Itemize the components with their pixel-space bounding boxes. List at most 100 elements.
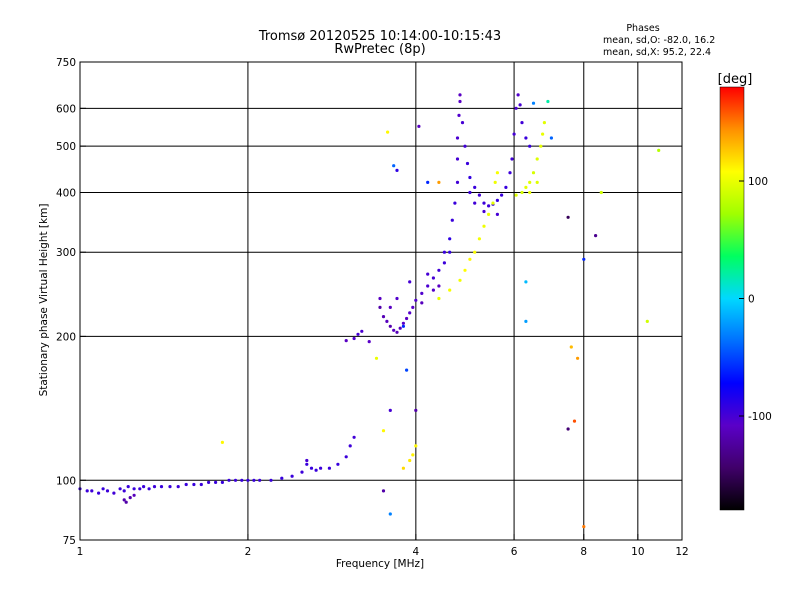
data-point <box>381 489 386 493</box>
colorbar-tick-label: -100 <box>748 411 772 423</box>
data-point <box>448 237 452 241</box>
data-point <box>541 132 545 136</box>
x-axis-label: Frequency [MHz] <box>336 558 424 570</box>
data-point <box>495 198 499 202</box>
data-point <box>105 489 110 493</box>
data-point <box>381 429 386 433</box>
data-point <box>124 500 128 504</box>
data-point <box>518 103 522 107</box>
data-point <box>112 491 116 495</box>
data-point <box>531 101 536 105</box>
data-point <box>516 93 520 97</box>
data-point <box>392 328 396 332</box>
data-point <box>220 480 224 484</box>
data-point <box>199 482 203 487</box>
data-point <box>132 487 136 491</box>
data-point <box>356 332 360 336</box>
data-point <box>569 345 573 349</box>
data-point <box>528 180 532 184</box>
data-point <box>437 284 441 288</box>
data-point <box>482 209 486 214</box>
data-point <box>431 276 435 280</box>
data-point <box>147 487 151 491</box>
data-point <box>344 455 348 459</box>
data-point <box>352 435 356 439</box>
data-point <box>408 280 412 284</box>
data-point <box>192 482 196 487</box>
data-point <box>535 157 539 161</box>
data-point <box>381 315 386 319</box>
data-point <box>512 132 516 136</box>
data-point <box>386 130 390 134</box>
data-point <box>280 476 284 480</box>
data-point <box>207 480 211 484</box>
chart-title: Tromsø 20120525 10:14:00-10:15:43 <box>258 29 501 44</box>
data-point <box>408 311 412 315</box>
data-point <box>594 234 598 238</box>
data-point <box>309 466 314 470</box>
data-point <box>450 218 454 222</box>
data-point <box>539 144 543 148</box>
data-point <box>417 124 421 128</box>
data-point <box>426 284 430 288</box>
data-point <box>437 180 441 184</box>
data-point <box>458 99 462 104</box>
x-tick-label: 12 <box>675 546 688 558</box>
data-point <box>549 136 554 140</box>
x-tick-label: 10 <box>631 546 644 558</box>
data-point <box>448 250 452 254</box>
data-point <box>448 288 452 292</box>
data-point <box>528 190 532 195</box>
data-point <box>305 458 309 463</box>
data-point <box>524 280 528 284</box>
y-tick-label: 300 <box>56 247 76 259</box>
data-point <box>300 470 304 474</box>
data-point <box>508 171 512 175</box>
data-point <box>411 453 415 457</box>
data-point <box>378 305 382 309</box>
data-point <box>97 491 101 495</box>
data-point <box>405 368 409 372</box>
data-point <box>458 278 462 282</box>
data-point <box>252 478 256 482</box>
data-point <box>599 190 603 195</box>
colorbar-ticks: 100 0 -100 <box>739 176 772 423</box>
x-tick-label: 2 <box>245 546 252 558</box>
data-point <box>152 485 157 489</box>
data-point <box>576 356 580 360</box>
data-point <box>465 161 470 166</box>
data-point <box>457 113 461 117</box>
data-point <box>85 489 89 493</box>
data-point <box>101 487 105 491</box>
data-point <box>401 324 405 328</box>
data-point <box>246 478 250 482</box>
data-point <box>453 201 457 205</box>
data-point <box>336 462 340 466</box>
data-points <box>78 93 661 529</box>
data-point <box>401 321 405 325</box>
data-point <box>657 148 661 152</box>
colorbar-label: [deg] <box>718 72 753 87</box>
data-point <box>414 444 418 448</box>
data-point <box>504 185 508 189</box>
data-point <box>482 201 486 205</box>
data-point <box>510 157 514 161</box>
data-point <box>159 485 164 489</box>
data-point <box>437 296 441 301</box>
data-point <box>344 339 348 343</box>
data-point <box>388 305 392 309</box>
data-point <box>414 408 418 412</box>
data-point <box>468 257 472 261</box>
data-point <box>477 237 481 241</box>
data-point <box>487 212 491 216</box>
data-point <box>493 180 497 184</box>
data-point <box>473 250 477 254</box>
data-point <box>319 466 323 470</box>
data-point <box>442 250 446 254</box>
data-point <box>442 261 446 265</box>
data-point <box>431 288 435 292</box>
data-point <box>582 525 586 529</box>
data-point <box>437 268 441 272</box>
data-point <box>122 498 126 502</box>
